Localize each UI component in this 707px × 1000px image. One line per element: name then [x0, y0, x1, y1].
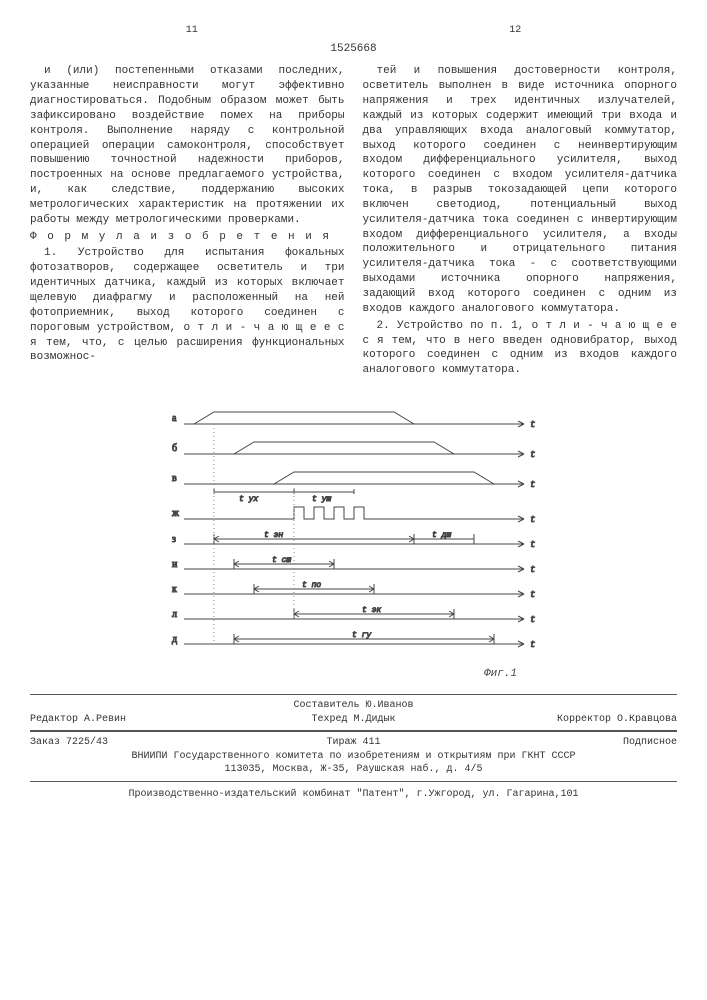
footer-block-1: Составитель Ю.Иванов Редактор А.Ревин Те…	[30, 694, 677, 731]
left-paragraph-2: 1. Устройство для испытания фокальных фо…	[30, 246, 345, 365]
svg-text:л: л	[172, 609, 177, 620]
right-column: тей и повышения достоверности контроля, …	[363, 64, 678, 380]
footer-block-3: Производственно-издательский комбинат "П…	[30, 781, 677, 802]
left-column: и (или) постепенными отказами последних,…	[30, 64, 345, 380]
svg-text:t сш: t сш	[272, 556, 291, 565]
svg-text:д: д	[172, 634, 177, 645]
svg-text:t: t	[530, 640, 535, 650]
svg-text:t: t	[530, 420, 535, 430]
tirazh: Тираж 411	[246, 736, 462, 750]
svg-text:t эк: t эк	[362, 606, 381, 615]
svg-text:t: t	[530, 480, 535, 490]
svg-text:t по: t по	[302, 581, 321, 590]
editor: Редактор А.Ревин	[30, 713, 246, 727]
svg-text:t: t	[530, 590, 535, 600]
page-left: 11	[30, 24, 354, 38]
timing-diagram: а t б t в t t ух t уш ж t t эн t дш з t	[144, 394, 564, 684]
corrector: Корректор О.Кравцова	[461, 713, 677, 727]
page-numbers: 11 12	[30, 24, 677, 38]
printer: Производственно-издательский комбинат "П…	[128, 789, 578, 800]
techred: Техред М.Дидык	[246, 713, 462, 727]
svg-text:в: в	[172, 473, 177, 484]
right-paragraph-1: тей и повышения достоверности контроля, …	[363, 64, 678, 316]
svg-text:t дш: t дш	[432, 531, 451, 540]
svg-text:а: а	[172, 413, 177, 424]
subscribe: Подписное	[461, 736, 677, 750]
svg-text:t ух: t ух	[239, 495, 258, 504]
org-address: 113035, Москва, Ж-35, Раушская наб., д. …	[30, 763, 677, 777]
svg-text:ж: ж	[171, 508, 179, 519]
footer-block-2: Заказ 7225/43 Тираж 411 Подписное ВНИИПИ…	[30, 731, 677, 781]
svg-text:t: t	[530, 540, 535, 550]
svg-text:б: б	[172, 443, 177, 454]
document-number: 1525668	[30, 42, 677, 57]
composer: Составитель Ю.Иванов	[30, 699, 677, 713]
svg-text:t: t	[530, 565, 535, 575]
text-columns: и (или) постепенными отказами последних,…	[30, 64, 677, 380]
svg-text:t: t	[530, 615, 535, 625]
page-right: 12	[354, 24, 678, 38]
svg-text:t: t	[530, 515, 535, 525]
right-paragraph-2: 2. Устройство по п. 1, о т л и - ч а ю щ…	[363, 319, 678, 378]
left-paragraph-1: и (или) постепенными отказами последних,…	[30, 64, 345, 227]
org-name: ВНИИПИ Государственного комитета по изоб…	[30, 750, 677, 764]
svg-text:к: к	[172, 584, 177, 595]
svg-text:t: t	[530, 450, 535, 460]
svg-text:t гу: t гу	[352, 631, 371, 640]
formula-title: Ф о р м у л а и з о б р е т е н и я	[30, 230, 345, 245]
svg-text:з: з	[172, 534, 176, 545]
svg-text:t уш: t уш	[312, 495, 331, 504]
figure-label: Фиг.1	[484, 668, 517, 680]
svg-text:и: и	[172, 559, 178, 570]
order-num: Заказ 7225/43	[30, 736, 246, 750]
svg-text:t эн: t эн	[264, 531, 283, 540]
